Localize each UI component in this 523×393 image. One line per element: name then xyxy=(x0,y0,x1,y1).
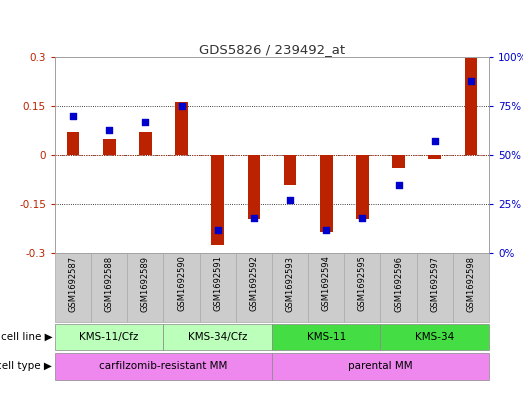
Text: GSM1692591: GSM1692591 xyxy=(213,255,222,311)
Bar xyxy=(127,253,163,322)
Point xyxy=(105,127,113,133)
Bar xyxy=(272,324,380,350)
Text: GSM1692590: GSM1692590 xyxy=(177,255,186,311)
Bar xyxy=(308,253,344,322)
Point xyxy=(430,138,439,145)
Bar xyxy=(55,253,91,322)
Text: GSM1692589: GSM1692589 xyxy=(141,255,150,312)
Bar xyxy=(175,102,188,155)
Bar xyxy=(272,253,308,322)
Bar xyxy=(200,253,236,322)
Point xyxy=(177,103,186,109)
Text: GSM1692593: GSM1692593 xyxy=(286,255,294,312)
Bar xyxy=(428,155,441,158)
Bar xyxy=(55,324,163,350)
Text: cell line ▶: cell line ▶ xyxy=(1,332,52,342)
Point xyxy=(286,197,294,204)
Bar xyxy=(163,253,200,322)
Bar xyxy=(103,139,116,155)
Bar xyxy=(66,132,79,155)
Bar xyxy=(344,253,380,322)
Text: KMS-11: KMS-11 xyxy=(306,332,346,342)
Bar xyxy=(417,253,453,322)
Bar xyxy=(283,155,297,185)
Bar xyxy=(380,253,417,322)
Text: carfilzomib-resistant MM: carfilzomib-resistant MM xyxy=(99,362,228,371)
Point xyxy=(141,119,150,125)
Text: GSM1692594: GSM1692594 xyxy=(322,255,331,311)
Bar xyxy=(139,132,152,155)
Point xyxy=(213,227,222,233)
Title: GDS5826 / 239492_at: GDS5826 / 239492_at xyxy=(199,43,345,56)
Bar xyxy=(320,155,333,232)
Text: cell type ▶: cell type ▶ xyxy=(0,362,52,371)
Text: parental MM: parental MM xyxy=(348,362,413,371)
Text: GSM1692598: GSM1692598 xyxy=(467,255,475,312)
Text: GSM1692587: GSM1692587 xyxy=(69,255,77,312)
Text: KMS-34/Cfz: KMS-34/Cfz xyxy=(188,332,247,342)
Text: GSM1692595: GSM1692595 xyxy=(358,255,367,311)
Point xyxy=(69,113,77,119)
Bar xyxy=(380,324,489,350)
Text: GSM1692588: GSM1692588 xyxy=(105,255,113,312)
Text: GSM1692596: GSM1692596 xyxy=(394,255,403,312)
Text: KMS-34: KMS-34 xyxy=(415,332,454,342)
Point xyxy=(249,215,258,221)
Bar xyxy=(392,155,405,168)
Bar xyxy=(272,353,489,380)
Bar xyxy=(55,353,272,380)
Bar xyxy=(464,58,477,155)
Bar xyxy=(163,324,272,350)
Bar xyxy=(211,155,224,245)
Bar xyxy=(91,253,127,322)
Bar xyxy=(453,253,489,322)
Text: GSM1692592: GSM1692592 xyxy=(249,255,258,311)
Bar xyxy=(356,155,369,219)
Text: KMS-11/Cfz: KMS-11/Cfz xyxy=(79,332,139,342)
Point xyxy=(322,227,331,233)
Point xyxy=(358,215,367,221)
Bar xyxy=(236,253,272,322)
Text: GSM1692597: GSM1692597 xyxy=(430,255,439,312)
Point xyxy=(394,182,403,188)
Bar xyxy=(247,155,260,219)
Point xyxy=(467,77,475,84)
